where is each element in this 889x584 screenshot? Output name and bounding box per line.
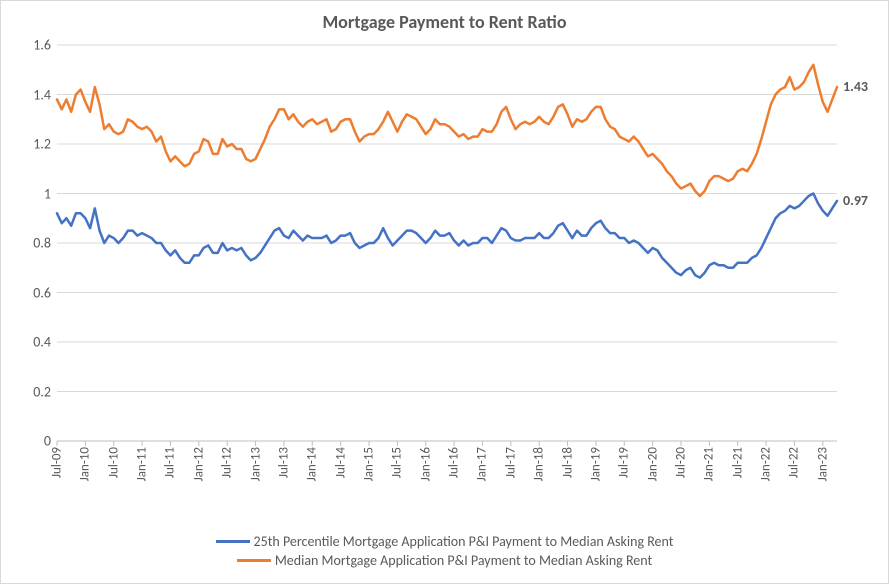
x-tick-label: Jan-20: [645, 447, 660, 481]
y-tick-label: 0.2: [33, 383, 51, 400]
legend-label: 25th Percentile Mortgage Application P&I…: [254, 533, 674, 550]
legend-swatch: [216, 540, 250, 543]
x-tick-label: Jul-16: [447, 447, 462, 478]
y-tick-label: 1: [44, 185, 51, 202]
x-tick-label: Jan-13: [248, 447, 263, 481]
x-tick-label: Jul-14: [333, 447, 348, 478]
x-tick-label: Jul-17: [503, 447, 518, 478]
legend-label: Median Mortgage Application P&I Payment …: [275, 552, 652, 569]
x-tick-label: Jan-22: [759, 447, 774, 481]
y-tick-label: 0.6: [33, 284, 51, 301]
series-end-label: 0.97: [843, 192, 868, 209]
x-tick-label: Jul-18: [560, 447, 575, 478]
plot-area: 00.20.40.60.811.21.41.6Jul-09Jan-10Jul-1…: [57, 45, 837, 441]
x-tick-label: Jul-21: [730, 447, 745, 478]
x-tick-label: Jul-12: [220, 447, 235, 478]
y-tick-label: 1.6: [33, 37, 51, 54]
x-tick-label: Jan-11: [135, 447, 150, 481]
x-tick-label: Jan-16: [418, 447, 433, 481]
x-tick-label: Jul-13: [276, 447, 291, 478]
legend-item: Median Mortgage Application P&I Payment …: [1, 552, 888, 569]
y-tick-label: 0.4: [33, 334, 51, 351]
x-tick-label: Jan-10: [78, 447, 93, 481]
x-tick-label: Jan-17: [475, 447, 490, 481]
x-tick-label: Jul-20: [674, 447, 689, 478]
plot-svg: [57, 45, 837, 441]
legend-swatch: [237, 559, 271, 562]
x-tick-label: Jan-19: [588, 447, 603, 481]
x-tick-label: Jan-15: [362, 447, 377, 481]
x-tick-label: Jan-14: [305, 447, 320, 481]
y-tick-label: 1.4: [33, 86, 51, 103]
x-tick-label: Jul-09: [50, 447, 65, 478]
y-tick-label: 1.2: [33, 136, 51, 153]
y-tick-label: 0.8: [33, 235, 51, 252]
chart-container: Mortgage Payment to Rent Ratio 00.20.40.…: [0, 0, 889, 584]
x-tick-label: Jul-22: [787, 447, 802, 478]
x-tick-label: Jul-15: [390, 447, 405, 478]
x-tick-label: Jul-11: [163, 447, 178, 478]
x-tick-label: Jan-23: [815, 447, 830, 481]
x-tick-label: Jan-18: [532, 447, 547, 481]
x-tick-label: Jan-12: [191, 447, 206, 481]
legend: 25th Percentile Mortgage Application P&I…: [1, 531, 888, 571]
series-end-label: 1.43: [843, 78, 868, 95]
x-tick-label: Jul-19: [617, 447, 632, 478]
x-tick-label: Jan-21: [702, 447, 717, 481]
legend-item: 25th Percentile Mortgage Application P&I…: [1, 533, 888, 550]
chart-title: Mortgage Payment to Rent Ratio: [1, 11, 888, 33]
x-tick-label: Jul-10: [106, 447, 121, 478]
